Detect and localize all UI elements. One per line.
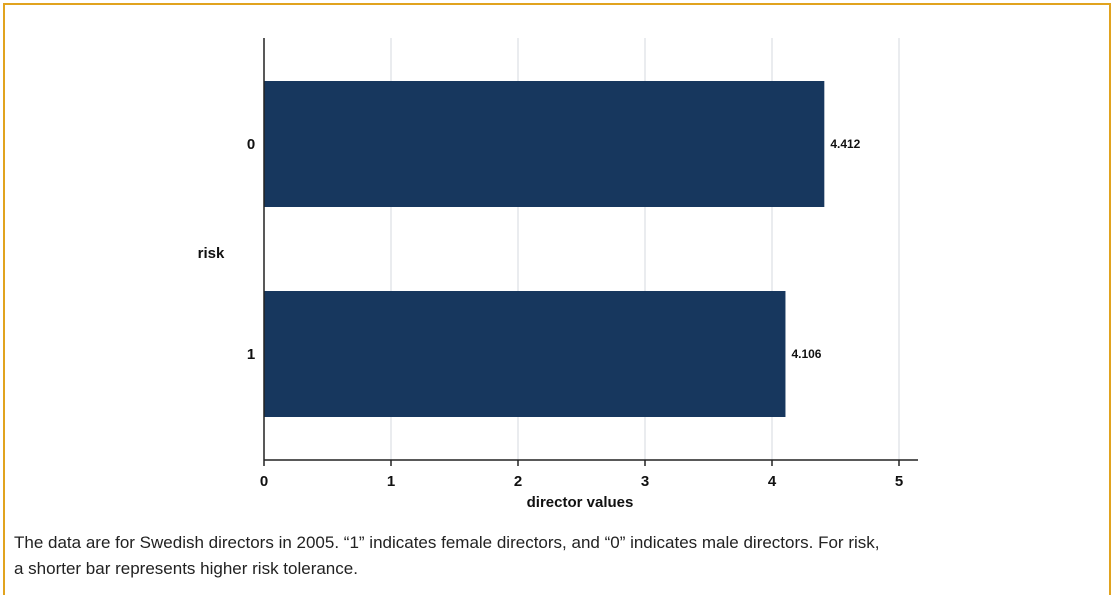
x-tick-label: 5 — [895, 473, 903, 490]
x-tick-label: 0 — [260, 473, 268, 490]
bar-0 — [264, 81, 824, 207]
x-tick-label: 4 — [768, 473, 777, 490]
x-tick-label: 3 — [641, 473, 649, 490]
data-label: 4.106 — [791, 347, 821, 361]
y-category-labels: 01 — [247, 136, 255, 363]
y-axis-label: risk — [198, 245, 225, 262]
figure-caption: The data are for Swedish directors in 20… — [14, 530, 1099, 582]
caption-line-2: a shorter bar represents higher risk tol… — [14, 556, 1099, 582]
x-axis-label: director values — [527, 494, 634, 511]
bars — [264, 81, 824, 417]
x-ticks: 0 1 2 3 4 5 — [260, 460, 903, 490]
bar-1 — [264, 291, 785, 417]
x-tick-label: 2 — [514, 473, 522, 490]
data-label: 4.412 — [830, 137, 860, 151]
y-category-label: 0 — [247, 136, 255, 153]
y-category-label: 1 — [247, 346, 255, 363]
x-tick-label: 1 — [387, 473, 395, 490]
caption-line-1: The data are for Swedish directors in 20… — [14, 530, 1099, 556]
